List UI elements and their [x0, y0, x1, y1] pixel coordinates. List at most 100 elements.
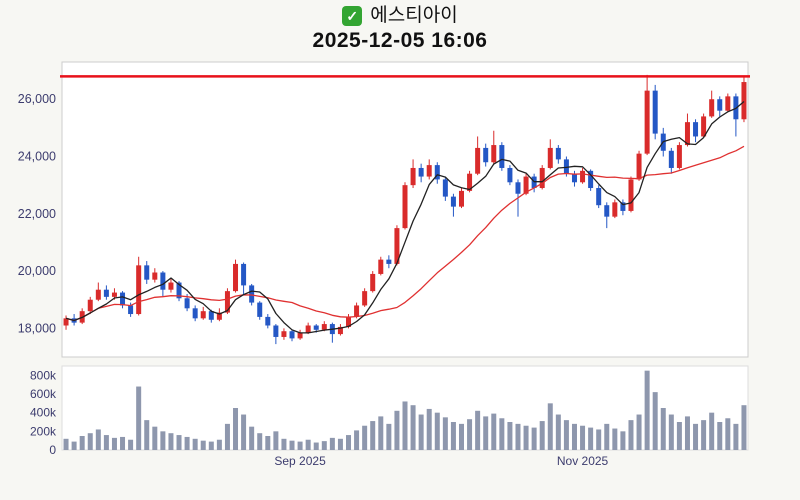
candle-up	[725, 96, 731, 111]
volume-bar	[313, 442, 319, 450]
candle-up	[394, 228, 400, 264]
price-axis-labels: 26,000 24,000 22,000 20,000 18,000	[18, 92, 56, 335]
candle-up	[475, 147, 481, 174]
candle-down	[386, 259, 392, 264]
ma-long-line	[65, 145, 745, 322]
volume-bar	[257, 433, 263, 450]
volume-bar	[378, 416, 384, 450]
candle-down	[257, 302, 263, 317]
candle-down	[120, 292, 126, 306]
price-axis-tick: 22,000	[18, 207, 56, 221]
candle-up	[305, 325, 311, 333]
candle-down	[717, 99, 723, 111]
candle-down	[434, 165, 440, 180]
candle-up	[370, 273, 376, 292]
volume-bar	[346, 435, 352, 450]
candle-up	[200, 311, 206, 319]
volume-bar	[394, 410, 400, 450]
chart-title-line: ✓ 에스티아이	[0, 4, 800, 28]
candle-down	[313, 325, 319, 330]
candle-up	[458, 190, 464, 207]
volume-bars-group	[63, 370, 747, 450]
price-axis-tick: 26,000	[18, 92, 56, 106]
candle-up	[297, 332, 303, 339]
candle-up	[491, 145, 497, 163]
candle-up	[354, 305, 360, 317]
candle-up	[111, 292, 117, 297]
candle-up	[152, 272, 158, 280]
volume-bar	[410, 405, 416, 450]
volume-bar	[652, 392, 658, 450]
volume-bar	[725, 418, 731, 450]
volume-bar	[144, 420, 150, 450]
candle-down	[103, 289, 109, 297]
volume-bar	[499, 418, 505, 450]
volume-bar	[426, 408, 432, 450]
volume-bar	[676, 422, 682, 450]
candle-down	[265, 316, 271, 326]
candle-down	[596, 188, 602, 206]
candle-up	[644, 90, 650, 154]
candle-up	[281, 331, 287, 337]
volume-bar	[709, 412, 715, 450]
volume-bar	[120, 436, 126, 450]
volume-bar	[176, 435, 182, 450]
volume-axis-labels: 800k 600k 400k 200k 0	[30, 368, 57, 457]
volume-axis-tick: 200k	[30, 424, 57, 438]
volume-bar	[362, 425, 368, 450]
volume-bar	[684, 416, 690, 450]
candle-down	[144, 265, 150, 280]
candle-down	[128, 305, 134, 315]
candle-up	[580, 170, 586, 183]
candle-up	[168, 282, 174, 290]
candle-up	[136, 265, 142, 315]
volume-bar	[741, 405, 747, 450]
volume-bar	[370, 421, 376, 450]
volume-bar	[192, 438, 198, 450]
green-check-icon: ✓	[342, 6, 363, 26]
volume-bar	[547, 403, 553, 450]
volume-bar	[442, 417, 448, 450]
candle-up	[612, 202, 618, 217]
volume-bar	[329, 437, 335, 450]
volume-bar	[733, 423, 739, 450]
volume-axis-tick: 600k	[30, 387, 57, 401]
volume-bar	[289, 440, 295, 450]
candle-down	[620, 202, 626, 211]
volume-bar	[418, 414, 424, 450]
candle-up	[224, 291, 230, 313]
candle-up	[87, 299, 93, 312]
candle-up	[321, 324, 327, 330]
candle-up	[628, 179, 634, 211]
stock-title: 에스티아이	[370, 5, 458, 26]
volume-bar	[281, 438, 287, 450]
candle-up	[684, 122, 690, 146]
volume-bar	[555, 414, 561, 450]
candle-down	[184, 298, 190, 309]
volume-bar	[467, 419, 473, 450]
candle-up	[701, 116, 707, 137]
volume-bar	[160, 431, 166, 450]
candle-up	[636, 153, 642, 180]
chart-timestamp: 2025-12-05 16:06	[312, 29, 488, 52]
candle-up	[95, 289, 101, 300]
volume-bar	[660, 408, 666, 450]
candle-up	[216, 312, 222, 320]
candle-down	[563, 159, 569, 174]
volume-axis-tick: 400k	[30, 406, 57, 420]
volume-bar	[596, 429, 602, 450]
candles-group	[63, 74, 747, 345]
volume-bar	[208, 441, 214, 450]
candle-up	[362, 291, 368, 306]
candle-down	[249, 285, 255, 303]
volume-bar	[612, 428, 618, 450]
volume-bar	[95, 429, 101, 450]
candle-up	[378, 259, 384, 274]
volume-bar	[402, 401, 408, 450]
volume-bar	[265, 436, 271, 450]
volume-bar	[273, 431, 279, 450]
candle-down	[418, 167, 424, 177]
volume-bar	[200, 440, 206, 450]
volume-bar	[636, 414, 642, 450]
